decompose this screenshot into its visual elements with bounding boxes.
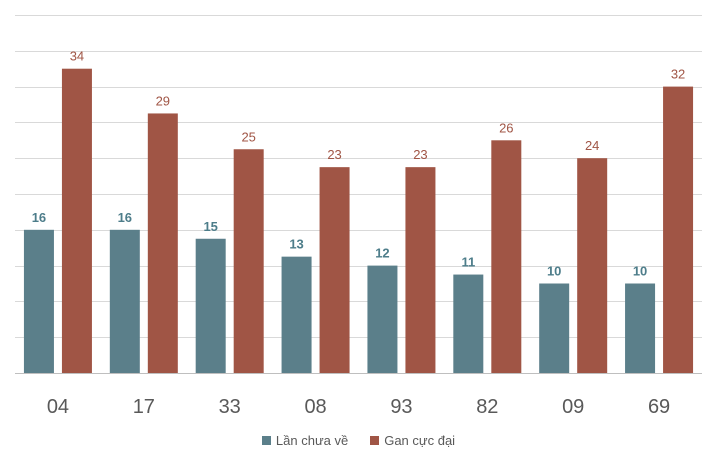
legend-swatch-series-2 bbox=[370, 435, 380, 445]
x-tick-label-17: 17 bbox=[133, 396, 155, 418]
x-tick-label-33: 33 bbox=[219, 396, 241, 418]
legend-swatch-series-1 bbox=[261, 435, 271, 445]
bar-17-series-2 bbox=[147, 113, 178, 373]
bar-93-series-2 bbox=[405, 167, 436, 373]
data-label-82-series-2: 26 bbox=[499, 120, 513, 135]
x-tick-label-04: 04 bbox=[47, 396, 69, 418]
legend-item-series-2: Gan cực đại bbox=[370, 433, 455, 448]
data-labels: 16 34 16 29 15 25 13 23 12 23 11 26 10 24 10 32 bbox=[32, 49, 686, 279]
legend: Lần chưa về Gan cực đại bbox=[0, 430, 717, 450]
data-label-09-series-1: 10 bbox=[547, 264, 561, 279]
data-label-93-series-1: 12 bbox=[375, 246, 389, 261]
bar-69-series-1 bbox=[625, 283, 656, 373]
data-label-17-series-1: 16 bbox=[118, 210, 132, 225]
data-label-08-series-1: 13 bbox=[289, 237, 303, 252]
x-tick-label-82: 82 bbox=[476, 396, 498, 418]
bar-08-series-2 bbox=[319, 167, 350, 373]
data-label-82-series-1: 11 bbox=[461, 255, 475, 270]
data-label-04-series-2: 34 bbox=[70, 49, 84, 64]
data-label-33-series-2: 25 bbox=[241, 129, 255, 144]
bar-82-series-2 bbox=[491, 140, 522, 373]
legend-label-series-2: Gan cực đại bbox=[384, 432, 456, 448]
bar-09-series-2 bbox=[577, 158, 608, 373]
bars bbox=[23, 68, 694, 373]
bar-17-series-1 bbox=[109, 229, 140, 373]
x-tick-label-93: 93 bbox=[390, 396, 412, 418]
data-label-09-series-2: 24 bbox=[585, 138, 599, 153]
bar-04-series-1 bbox=[23, 229, 54, 373]
bar-69-series-2 bbox=[663, 86, 694, 373]
bar-08-series-1 bbox=[281, 256, 312, 373]
bar-33-series-1 bbox=[195, 238, 226, 373]
data-label-69-series-2: 32 bbox=[671, 67, 685, 82]
x-tick-label-69: 69 bbox=[648, 396, 670, 418]
x-tick-label-09: 09 bbox=[562, 396, 584, 418]
x-tick-labels: 04 17 33 08 93 82 09 69 bbox=[47, 396, 670, 418]
legend-label-series-1: Lần chưa về bbox=[275, 432, 349, 448]
bar-33-series-2 bbox=[233, 149, 264, 373]
data-label-04-series-1: 16 bbox=[32, 210, 46, 225]
data-label-33-series-1: 15 bbox=[203, 219, 217, 234]
bar-09-series-1 bbox=[539, 283, 570, 373]
bar-82-series-1 bbox=[453, 274, 484, 373]
bar-04-series-2 bbox=[61, 68, 92, 373]
x-tick-label-08: 08 bbox=[304, 396, 326, 418]
bar-93-series-1 bbox=[367, 265, 398, 373]
data-label-17-series-2: 29 bbox=[156, 93, 170, 108]
data-label-69-series-1: 10 bbox=[633, 264, 647, 279]
legend-item-series-1: Lần chưa về bbox=[261, 432, 349, 448]
data-label-93-series-2: 23 bbox=[413, 147, 427, 162]
data-label-08-series-2: 23 bbox=[327, 147, 341, 162]
